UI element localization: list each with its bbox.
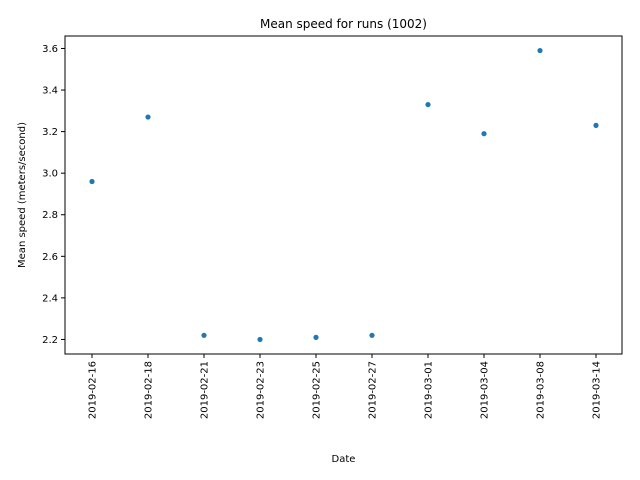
y-tick-label: 2.8: [42, 210, 58, 221]
y-tick-label: 3.6: [42, 44, 58, 55]
x-tick-label: 2019-03-14: [592, 361, 603, 419]
data-point: [369, 332, 375, 338]
data-point: [257, 336, 263, 343]
plot-frame: [64, 35, 623, 355]
x-tick-label: 2019-02-25: [312, 361, 323, 419]
data-point: [537, 47, 543, 54]
x-tick-label: 2019-03-01: [424, 361, 435, 419]
x-axis-label: Date: [332, 454, 356, 465]
y-axis-ticks: 2.2 2.4 2.6 2.8 3.0 3.2 3.4 3.6: [42, 44, 65, 346]
x-tick-label: 2019-02-18: [144, 361, 155, 419]
x-tick-label: 2019-02-16: [88, 361, 99, 419]
y-tick-label: 3.2: [42, 127, 58, 138]
y-axis-label: Mean speed (meters/second): [17, 122, 28, 268]
data-point: [89, 178, 95, 185]
data-point: [481, 131, 487, 137]
y-tick-label: 3.4: [42, 86, 58, 97]
x-tick-label: 2019-03-08: [536, 361, 547, 419]
data-point: [593, 122, 599, 128]
chart-title: Mean speed for runs (1002): [260, 17, 427, 31]
y-tick-label: 3.0: [42, 169, 58, 180]
data-points: [89, 47, 599, 343]
y-tick-label: 2.6: [42, 252, 58, 263]
x-tick-label: 2019-02-27: [368, 361, 379, 419]
y-tick-label: 2.2: [42, 335, 58, 346]
x-axis-ticks: 2019-02-16 2019-02-18 2019-02-21 2019-02-23…: [88, 354, 603, 419]
data-point: [313, 334, 319, 340]
x-tick-label: 2019-02-21: [200, 361, 211, 419]
x-tick-label: 2019-03-04: [480, 361, 491, 419]
data-point: [425, 101, 431, 108]
x-tick-label: 2019-02-23: [256, 361, 267, 419]
data-point: [145, 114, 151, 120]
y-tick-label: 2.4: [42, 293, 58, 304]
data-point: [201, 332, 207, 338]
